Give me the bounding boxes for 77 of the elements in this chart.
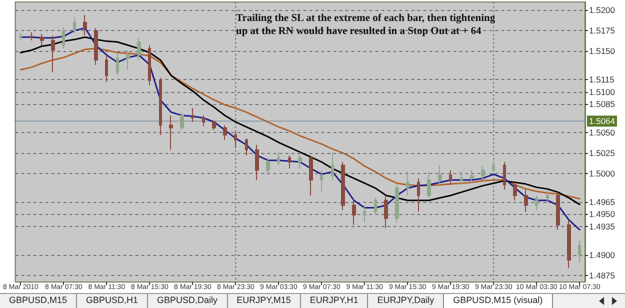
y-tick-label: 1.5200 — [589, 5, 616, 16]
candlestick — [105, 54, 108, 82]
ref-line-label: 1.5064 — [589, 116, 616, 126]
candlestick — [460, 171, 463, 186]
candlestick — [309, 154, 313, 196]
y-tick-label: 1.4875 — [589, 270, 616, 280]
candlestick — [406, 171, 409, 196]
text: EURJPY,M15 — [228, 294, 301, 308]
y-tick-label: 1.4935 — [589, 221, 616, 232]
candlestick — [320, 170, 323, 193]
y-tick-label: 1.5000 — [589, 168, 616, 178]
candlestick — [395, 184, 399, 223]
y-tick-label: 1.5150 — [589, 46, 616, 56]
y-tick-label: 1.4900 — [589, 250, 616, 260]
candlestick — [492, 160, 495, 172]
y-tick-label: 1.4965 — [589, 197, 616, 207]
candlestick — [234, 131, 237, 149]
candlestick — [470, 170, 474, 184]
text: GBPUSD,Daily — [148, 294, 228, 308]
candlestick — [73, 16, 76, 34]
candlestick — [427, 171, 431, 198]
candlestick — [223, 124, 227, 140]
candlestick — [449, 170, 452, 186]
candlestick — [503, 162, 506, 190]
candlestick — [19, 32, 22, 41]
candlestick — [363, 204, 366, 223]
candlestick — [137, 37, 141, 60]
y-tick-label: 1.5050 — [589, 128, 616, 138]
candlestick — [384, 194, 388, 229]
y-tick-label: 1.5115 — [589, 74, 615, 85]
candlestick — [30, 32, 33, 41]
candlestick — [180, 112, 184, 131]
candlestick — [352, 197, 356, 226]
candlestick — [567, 219, 571, 269]
y-tick-label: 1.5100 — [589, 86, 616, 97]
line-series — [20, 27, 580, 231]
text: EURJPY,Daily — [368, 294, 444, 308]
candlestick — [331, 152, 334, 180]
candlestick — [83, 14, 87, 36]
candlestick — [481, 166, 485, 180]
candlestick — [212, 120, 216, 131]
candlestick — [513, 182, 517, 201]
candlestick — [116, 52, 119, 76]
candlestick — [417, 178, 420, 212]
candlestick — [169, 114, 173, 150]
text: EURJPY,H1 — [300, 294, 368, 308]
text: GBPUSD,M15 — [0, 294, 78, 308]
candlestick — [191, 108, 194, 122]
candlestick — [298, 152, 302, 170]
candlestick — [374, 197, 377, 216]
candlestick — [126, 50, 130, 70]
y-tick-label: 1.4950 — [589, 209, 616, 220]
candlestick — [288, 154, 291, 170]
y-tick-label: 1.5085 — [589, 99, 616, 110]
candlestick — [148, 44, 151, 86]
candlestick — [556, 192, 560, 230]
candlestick — [159, 77, 162, 136]
y-tick-label: 1.5175 — [589, 26, 616, 36]
candlestick — [62, 26, 65, 50]
y-tick-label: 1.5025 — [589, 148, 616, 158]
candlestick — [51, 34, 55, 73]
candlestick — [578, 240, 581, 263]
text: GBPUSD,M15 (visual) — [444, 294, 553, 308]
candlestick — [535, 194, 538, 211]
candlestick — [546, 189, 549, 204]
candlestick — [438, 164, 442, 186]
candlestick — [255, 144, 259, 180]
candlestick — [202, 114, 205, 127]
candlestick — [524, 189, 528, 212]
candlestick — [94, 28, 98, 66]
annotation: Trailing the SL at the extreme of each bar, then tightening up at the RN would have resulted in a Stop Out at + 64 — [236, 12, 496, 38]
candlestick — [341, 162, 345, 211]
candlestick — [245, 138, 248, 156]
text: GBPUSD,H1 — [77, 294, 148, 308]
candlestick — [266, 157, 270, 176]
candlestick — [40, 33, 44, 46]
candlestick — [277, 152, 280, 166]
